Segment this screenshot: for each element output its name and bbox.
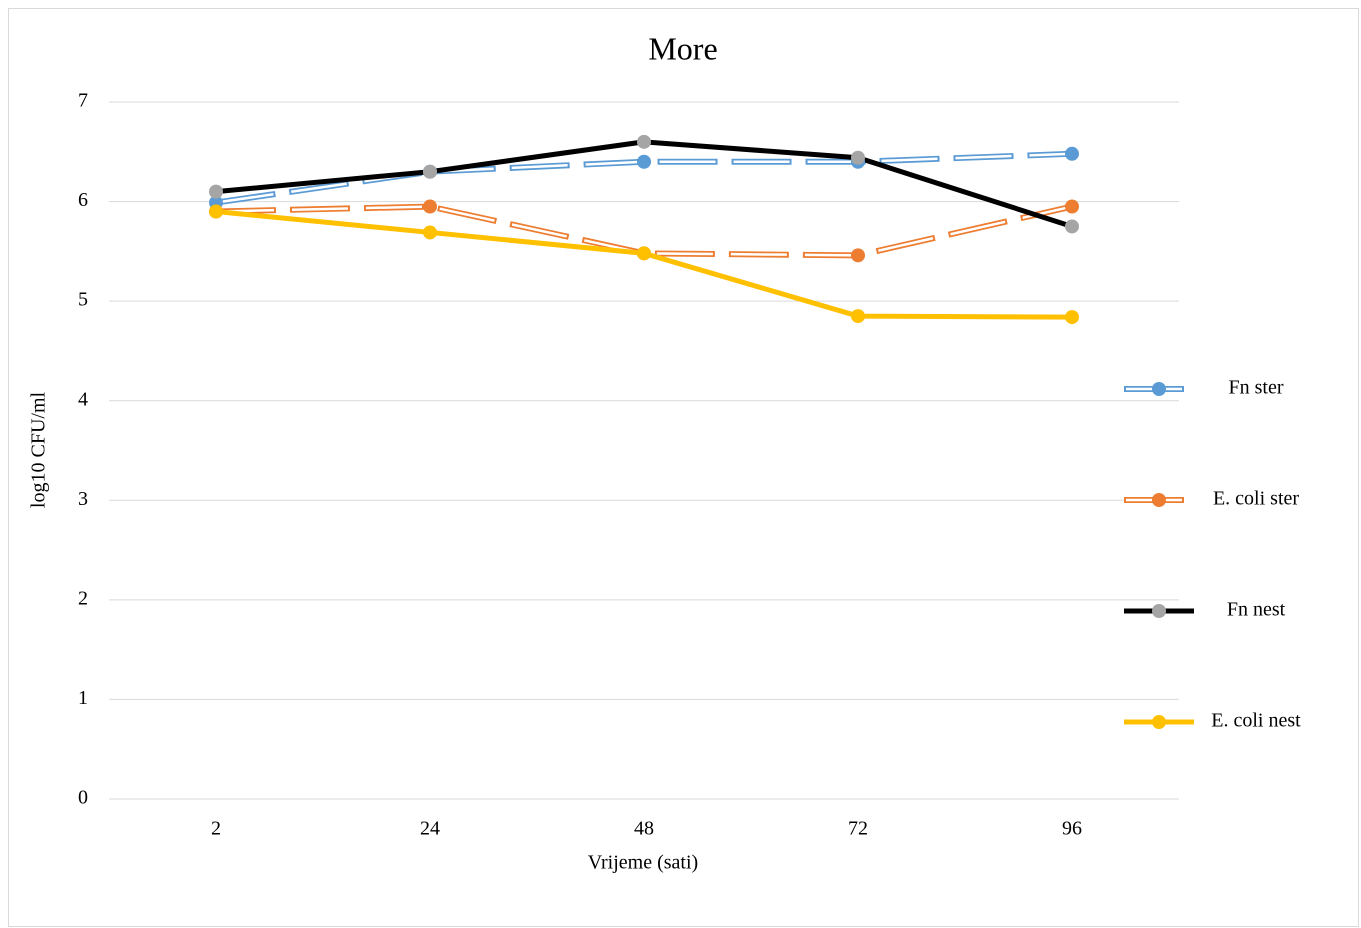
series-line-inner bbox=[215, 152, 1073, 204]
data-point bbox=[1065, 146, 1079, 161]
y-tick-label: 0 bbox=[78, 787, 88, 809]
legend-marker bbox=[1152, 604, 1166, 618]
data-point bbox=[423, 225, 437, 240]
x-tick-label: 48 bbox=[634, 818, 654, 840]
y-axis-label: log10 CFU/ml bbox=[28, 391, 50, 508]
data-point bbox=[423, 164, 437, 179]
data-point bbox=[637, 134, 651, 149]
legend-label: Fn ster bbox=[1229, 377, 1284, 399]
y-tick-label: 6 bbox=[78, 189, 88, 211]
legend-marker bbox=[1152, 493, 1166, 507]
data-point bbox=[851, 248, 865, 263]
legend-marker bbox=[1152, 382, 1166, 396]
data-point bbox=[637, 246, 651, 261]
y-tick-label: 5 bbox=[78, 289, 88, 311]
series-line-inner bbox=[215, 205, 1073, 257]
data-point bbox=[423, 199, 437, 214]
data-point bbox=[209, 184, 223, 199]
data-point bbox=[851, 309, 865, 324]
data-point bbox=[1065, 219, 1079, 234]
y-tick-label: 3 bbox=[78, 488, 88, 510]
legend-label: E. coli nest bbox=[1211, 710, 1301, 732]
legend-marker bbox=[1152, 715, 1166, 729]
x-tick-label: 96 bbox=[1062, 818, 1082, 840]
y-tick-label: 2 bbox=[78, 587, 88, 609]
y-tick-label: 1 bbox=[78, 687, 88, 709]
x-tick-label: 72 bbox=[848, 818, 868, 840]
legend-label: E. coli ster bbox=[1213, 488, 1299, 510]
data-point bbox=[209, 204, 223, 219]
y-tick-label: 7 bbox=[78, 90, 88, 112]
x-tick-label: 2 bbox=[211, 818, 221, 840]
x-axis-label: Vrijeme (sati) bbox=[588, 852, 698, 874]
legend-label: Fn nest bbox=[1227, 599, 1286, 621]
data-point bbox=[1065, 199, 1079, 214]
chart-title: More bbox=[648, 30, 717, 66]
data-point bbox=[851, 150, 865, 165]
x-tick-label: 24 bbox=[420, 818, 440, 840]
data-point bbox=[637, 154, 651, 169]
data-point bbox=[1065, 310, 1079, 325]
y-tick-label: 4 bbox=[78, 388, 88, 410]
